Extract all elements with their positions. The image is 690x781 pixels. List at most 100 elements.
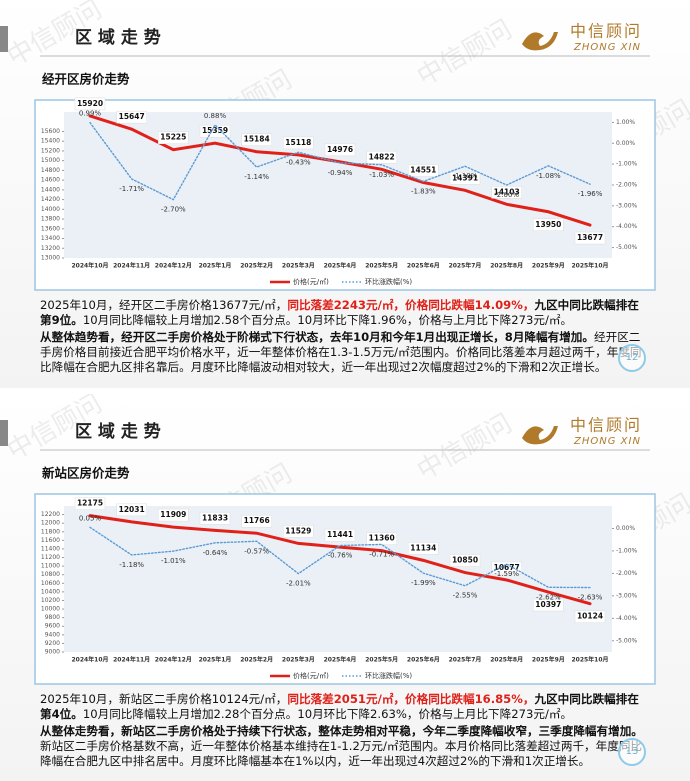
data-label: -1.14% xyxy=(244,173,269,181)
x-tick-label: 2025年8月 xyxy=(490,262,523,270)
data-label-box xyxy=(408,542,439,555)
paragraph: 从整体走势看，新站区二手房价格处于持续下行状态，整体走势相对平稳，今年二季度降幅… xyxy=(40,724,646,769)
data-label: -1.08% xyxy=(536,172,561,180)
x-tick-label: 2025年7月 xyxy=(449,262,482,270)
data-label: -1.03% xyxy=(369,171,394,179)
x-tick-label: 2024年10月 xyxy=(71,262,108,270)
x-tick-label: 2025年5月 xyxy=(365,656,398,664)
text-run: 10月同比降幅较上月增加2.58个百分点。10月环比下降1.96%，价格与上月比… xyxy=(82,313,573,327)
y2-tick-label: -2.00% xyxy=(616,182,638,189)
data-label-box xyxy=(283,136,314,150)
header-bar xyxy=(0,420,8,446)
y-tick-label: 11800 xyxy=(41,528,60,535)
x-tick-label: 2025年3月 xyxy=(282,262,315,270)
y-tick-label: 11000 xyxy=(41,563,60,570)
data-label-box xyxy=(408,164,439,177)
text-run: 从整体走势看，新站区二手房价格处于持续下行状态，整体走势相对平稳，今年二季度降幅… xyxy=(40,724,643,738)
chart-title: 新站区房价走势 xyxy=(42,466,130,481)
data-label-box xyxy=(199,124,231,138)
data-label-box xyxy=(241,133,272,146)
header-title: 区 域 走 势 xyxy=(75,27,161,48)
watermark: 中信顾问 xyxy=(412,15,517,93)
x-tick-label: 2024年11月 xyxy=(113,656,150,664)
data-label: 14976 xyxy=(327,145,353,154)
data-label: -1.83% xyxy=(411,187,436,195)
data-label-box xyxy=(241,514,272,528)
logo-icon xyxy=(522,32,558,51)
y2-tick-label: -4.00% xyxy=(616,615,638,622)
y-tick-label: 14600 xyxy=(41,177,60,184)
slide-graphics: 中信顾问中信顾问中信顾问中信顾问中信顾问中信顾问区 域 走 势中信顾问ZHONG… xyxy=(0,0,690,291)
y2-tick-label: 1.00% xyxy=(616,119,635,126)
data-label: -1.10% xyxy=(453,172,478,180)
data-label: 14822 xyxy=(369,152,395,161)
y-tick-label: 10200 xyxy=(41,597,60,604)
slide-graphics: 中信顾问中信顾问中信顾问中信顾问中信顾问中信顾问区 域 走 势中信顾问ZHONG… xyxy=(0,394,690,685)
y-tick-label: 14200 xyxy=(41,196,60,203)
data-label-box xyxy=(116,503,147,517)
y2-tick-label: -1.00% xyxy=(616,161,638,168)
data-label: 15225 xyxy=(160,133,186,142)
plot-area xyxy=(64,506,612,652)
paragraph: 2025年10月，新站区二手房价格10124元/㎡，同比落差2051元/㎡，价格… xyxy=(40,692,646,722)
y-tick-label: 13800 xyxy=(41,216,60,223)
data-label: 10124 xyxy=(577,612,603,621)
data-label: -1.99% xyxy=(411,579,436,587)
x-tick-label: 2025年5月 xyxy=(365,262,398,270)
y2-tick-label: -5.00% xyxy=(616,637,638,644)
y-tick-label: 9400 xyxy=(45,631,60,638)
data-label-box xyxy=(324,143,356,157)
text-run: 同比落差2243元/㎡，价格同比跌幅14.09%， xyxy=(287,298,535,312)
data-label: 15647 xyxy=(119,112,145,121)
data-label-box xyxy=(366,151,397,164)
x-tick-label: 2025年9月 xyxy=(532,656,565,664)
data-label-box xyxy=(533,598,564,612)
x-tick-label: 2025年1月 xyxy=(199,656,232,664)
y-tick-label: 9200 xyxy=(45,640,60,647)
data-label: 12031 xyxy=(119,505,145,514)
y-tick-label: 13200 xyxy=(41,245,60,252)
x-tick-label: 2025年6月 xyxy=(407,262,440,270)
text-run: 从整体趋势看，经开区二手房价格处于阶梯式下行状态，去年10月和今年1月出现正增长… xyxy=(40,330,594,344)
slide: 中信顾问中信顾问中信顾问中信顾问中信顾问中信顾问区 域 走 势中信顾问ZHONG… xyxy=(0,0,690,388)
y-tick-label: 15200 xyxy=(41,147,60,154)
header-title: 区 域 走 势 xyxy=(75,421,161,442)
data-label: 11441 xyxy=(327,530,353,539)
data-label: 11529 xyxy=(285,526,311,535)
data-label-box xyxy=(158,508,189,522)
x-tick-label: 2025年4月 xyxy=(324,262,357,270)
x-tick-label: 2025年6月 xyxy=(407,656,440,664)
data-label: -0.71% xyxy=(369,550,394,558)
data-label-box xyxy=(366,532,397,545)
text-run: 九区中同比跌幅排在第4位。 xyxy=(40,692,639,721)
data-label: 15184 xyxy=(244,135,270,144)
line-series xyxy=(88,514,592,606)
logo-en: ZHONG XIN xyxy=(573,42,641,53)
data-label: -2.00% xyxy=(494,191,519,199)
data-label: -0.43% xyxy=(286,158,311,166)
data-label: 11833 xyxy=(202,513,228,522)
data-label-box xyxy=(74,497,106,510)
legend-label: 环比涨跌幅(%) xyxy=(365,277,412,286)
y-tick-label: 14400 xyxy=(41,186,60,193)
x-tick-label: 2025年1月 xyxy=(199,262,232,270)
y-tick-label: 9600 xyxy=(45,623,60,630)
data-label: -1.71% xyxy=(119,185,144,193)
data-label: -2.55% xyxy=(453,592,478,600)
data-label: -2.01% xyxy=(286,580,311,588)
data-label: -0.94% xyxy=(328,169,353,177)
data-label: 11134 xyxy=(410,543,436,552)
data-label: 10850 xyxy=(452,556,478,565)
legend-label: 环比涨跌幅(%) xyxy=(365,671,412,680)
y-tick-label: 15400 xyxy=(41,138,60,145)
data-label-box xyxy=(283,525,314,538)
data-label-box xyxy=(116,110,147,124)
text-run: 同比落差2051元/㎡，价格同比跌幅16.85%， xyxy=(287,692,535,706)
data-label: 14391 xyxy=(452,173,478,182)
text-run: 经开区二手房价格目前接近合肥平均价格水平，近一年整体价格在1.3-1.5万元/㎡… xyxy=(40,330,642,374)
y2-tick-label: -4.00% xyxy=(616,223,638,230)
data-label: -0.64% xyxy=(203,549,228,557)
data-label-box xyxy=(199,512,231,525)
data-label-box xyxy=(491,561,522,575)
